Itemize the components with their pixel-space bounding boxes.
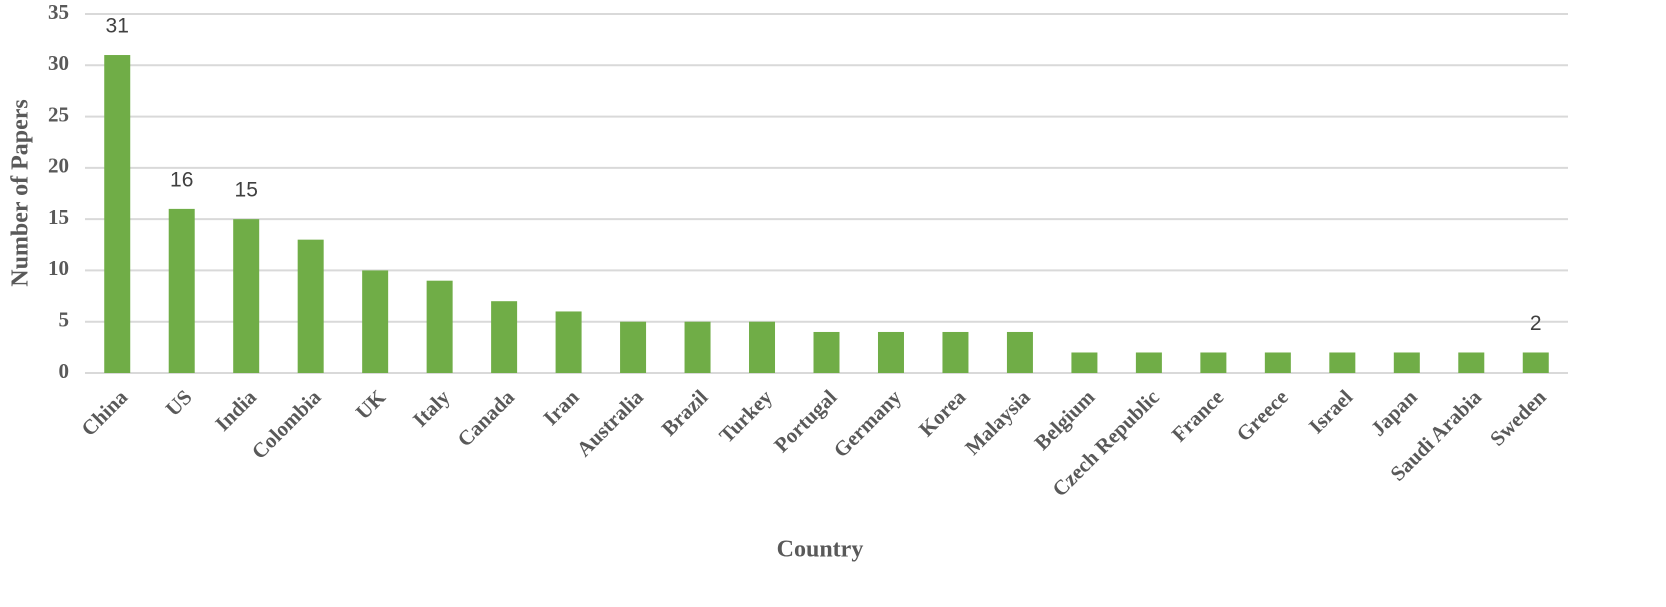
y-tick-label: 20 — [48, 154, 69, 178]
bar — [942, 331, 969, 373]
x-tick-label: France — [1167, 385, 1229, 447]
bar — [1006, 331, 1033, 373]
y-tick-label: 35 — [48, 0, 69, 24]
bar — [233, 219, 260, 373]
bar — [1329, 352, 1356, 373]
bar — [684, 321, 711, 373]
x-tick-label: Australia — [572, 385, 649, 462]
x-tick-label: Canada — [453, 385, 520, 452]
x-tick-label: Greece — [1232, 385, 1293, 446]
bar — [813, 331, 840, 373]
bar — [1135, 352, 1162, 373]
x-tick-label: Japan — [1366, 385, 1422, 441]
x-tick-label: Israel — [1304, 385, 1357, 438]
data-label: 15 — [235, 179, 258, 202]
x-tick-label: Malaysia — [960, 385, 1035, 460]
bar — [362, 270, 389, 373]
bar — [555, 311, 582, 373]
bar — [168, 208, 195, 373]
bar — [426, 280, 453, 373]
y-tick-label: 5 — [59, 308, 70, 332]
bar — [1200, 352, 1227, 373]
y-tick-label: 30 — [48, 51, 69, 75]
bar — [1458, 352, 1485, 373]
bar — [1522, 352, 1549, 373]
x-tick-label: US — [161, 385, 197, 421]
data-label: 2 — [1530, 312, 1542, 335]
x-tick-label: Turkey — [714, 385, 777, 448]
x-tick-label: Italy — [408, 385, 455, 432]
x-tick-label: Germany — [829, 385, 907, 463]
bar — [1393, 352, 1420, 373]
bar — [877, 331, 904, 373]
bar — [1264, 352, 1291, 373]
bar — [297, 239, 324, 373]
bar — [1071, 352, 1098, 373]
x-tick-label: Colombia — [247, 385, 326, 464]
x-axis-title: Country — [777, 537, 864, 563]
data-label: 16 — [170, 168, 193, 191]
x-tick-label: Korea — [914, 385, 971, 442]
y-tick-label: 0 — [59, 359, 70, 383]
bar — [491, 301, 518, 373]
x-tick-label: Sweden — [1485, 385, 1551, 451]
bar — [104, 55, 131, 374]
x-tick-label: India — [210, 385, 261, 436]
y-tick-label: 25 — [48, 102, 69, 126]
bar — [620, 321, 647, 373]
x-tick-label: Brazil — [657, 385, 713, 441]
y-axis-title: Number of Papers — [8, 99, 34, 287]
x-tick-label: Iran — [538, 385, 583, 430]
y-tick-label: 10 — [48, 256, 69, 280]
data-label: 31 — [106, 15, 129, 38]
bar — [749, 321, 776, 373]
x-tick-label: China — [76, 385, 132, 441]
x-tick-label: UK — [351, 384, 391, 424]
y-tick-label: 15 — [48, 205, 69, 229]
